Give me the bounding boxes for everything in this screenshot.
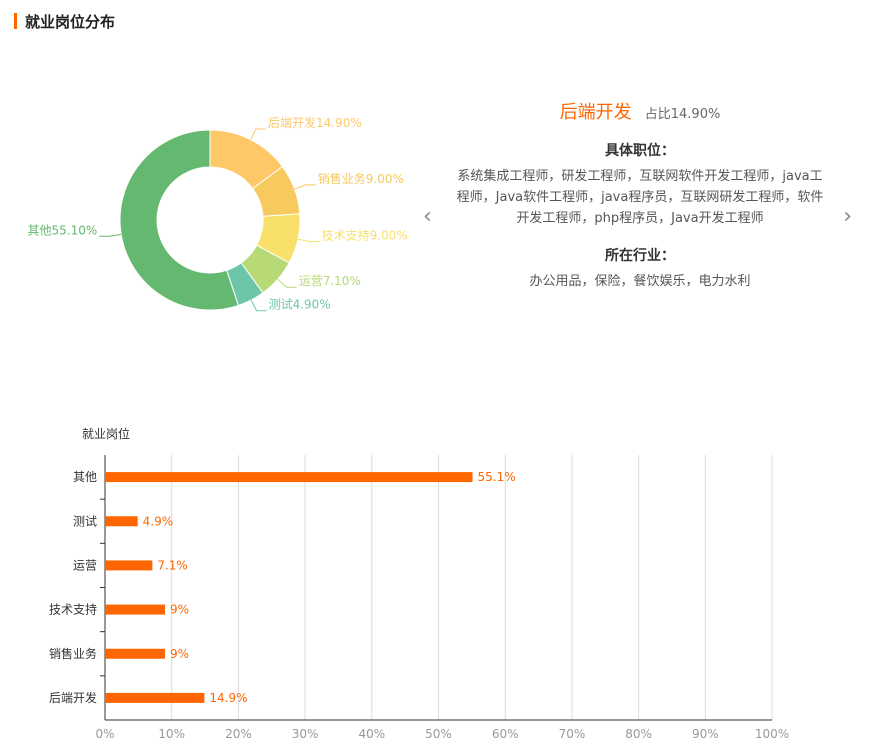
positions-heading: 具体职位：	[605, 143, 675, 159]
bar[interactable]	[105, 692, 205, 703]
category-label: 销售业务	[49, 646, 97, 661]
bar-value-label: 4.9%	[143, 514, 174, 528]
bar[interactable]	[105, 560, 153, 571]
bar[interactable]	[105, 648, 166, 659]
donut-label: 后端开发14.90%	[268, 115, 362, 130]
bar[interactable]	[105, 472, 473, 483]
donut-label: 其他55.10%	[28, 223, 98, 237]
detail-title: 后端开发	[559, 102, 632, 123]
x-tick-label: 10%	[158, 727, 185, 741]
chevron-right-icon[interactable]: ›	[843, 204, 852, 229]
category-label: 其他	[73, 470, 97, 484]
x-tick-label: 100%	[755, 727, 789, 741]
x-tick-label: 0%	[95, 727, 114, 741]
chevron-left-icon[interactable]: ‹	[423, 204, 432, 229]
donut-label: 测试4.90%	[269, 297, 331, 312]
donut-label-line	[250, 299, 267, 312]
bar-value-label: 9%	[170, 647, 189, 661]
donut-label-line	[277, 278, 297, 288]
bar-value-label: 9%	[170, 603, 189, 617]
category-label: 后端开发	[49, 690, 97, 705]
bar[interactable]	[105, 516, 138, 527]
donut-chart: 后端开发14.90% 销售业务9.00% 技术支持9.00% 运营7.10% 测试4.9…	[28, 115, 408, 312]
category-label: 运营	[73, 558, 97, 572]
x-tick-label: 80%	[625, 727, 652, 741]
donut-label-line	[297, 238, 320, 243]
page-title: 就业岗位分布	[25, 12, 116, 31]
bar-value-label: 55.1%	[478, 470, 516, 484]
x-tick-label: 90%	[692, 727, 719, 741]
industry-text: 办公用品，保险，餐饮娱乐，电力水利	[529, 274, 751, 289]
x-tick-label: 20%	[225, 727, 252, 741]
bar-chart: 就业岗位 0% 10% 20% 30% 40% 50% 60% 70% 80% 90% 100% 其他 5…	[49, 426, 789, 741]
donut-label-line	[99, 233, 122, 237]
donut-label-line	[294, 184, 316, 190]
industry-heading: 所在行业：	[605, 248, 675, 264]
x-tick-label: 30%	[292, 727, 319, 741]
donut-slice[interactable]	[119, 129, 239, 311]
section-header: 就业岗位分布	[14, 10, 115, 32]
category-label: 技术支持	[49, 602, 97, 617]
detail-share: 占比14.90%	[644, 107, 721, 122]
x-tick-label: 60%	[492, 727, 519, 741]
donut-label-line	[250, 128, 267, 140]
donut-label: 运营7.10%	[299, 274, 361, 288]
detail-header: 后端开发 占比14.90%	[420, 98, 860, 124]
category-label: 测试	[73, 513, 97, 528]
positions-text: 系统集成工程师，研发工程师，互联网软件开发工程师，java工程师，Java软件工…	[456, 169, 824, 226]
x-tick-label: 40%	[358, 727, 385, 741]
bar[interactable]	[105, 604, 166, 615]
header-accent-bar	[14, 13, 17, 29]
detail-panel: ‹ › 后端开发 占比14.90% 具体职位： 系统集成工程师，研发工程师，互联…	[420, 96, 860, 296]
x-tick-label: 70%	[559, 727, 586, 741]
donut-label: 销售业务9.00%	[318, 171, 404, 186]
bar-value-label: 14.9%	[209, 691, 247, 705]
x-tick-label: 50%	[425, 727, 452, 741]
axis-title: 就业岗位	[82, 426, 130, 441]
donut-label: 技术支持9.00%	[322, 228, 408, 243]
bar-value-label: 7.1%	[157, 558, 188, 572]
